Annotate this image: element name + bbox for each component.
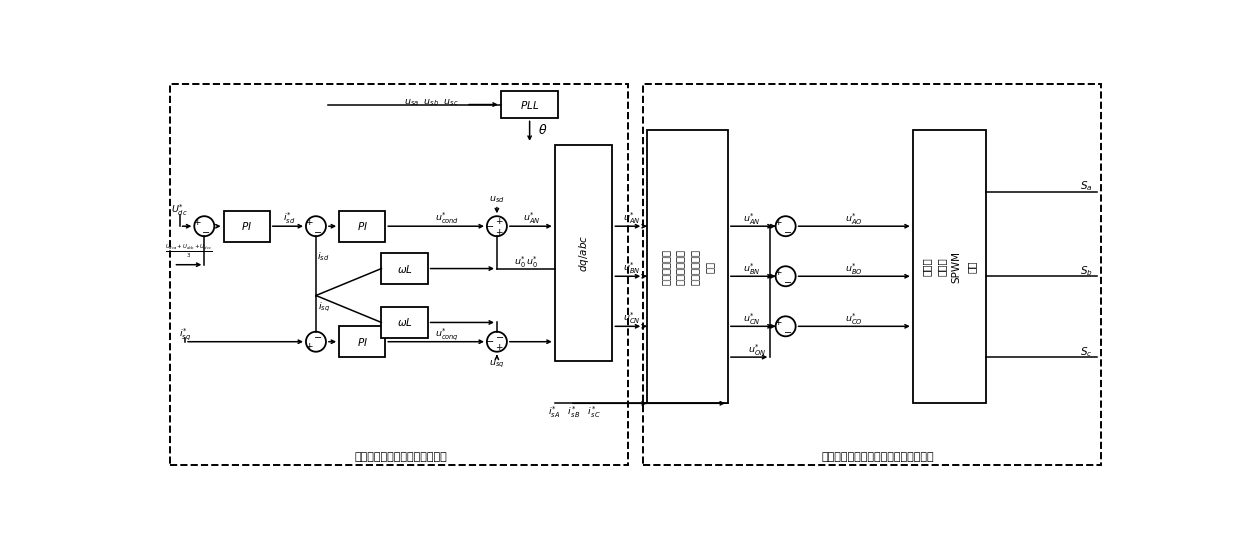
Text: 输入电流过零
畸变区判断与
中点电压给定
计算: 输入电流过零 畸变区判断与 中点电压给定 计算 bbox=[660, 249, 714, 285]
FancyBboxPatch shape bbox=[382, 307, 428, 338]
Text: $u_{0}^{*}$: $u_{0}^{*}$ bbox=[515, 255, 526, 270]
Text: $u_{AN}^{*}$: $u_{AN}^{*}$ bbox=[523, 211, 541, 226]
Text: $U_{dc}^{*}$: $U_{dc}^{*}$ bbox=[171, 203, 188, 218]
Text: $S_b$: $S_b$ bbox=[1080, 264, 1092, 278]
Text: $-$: $-$ bbox=[782, 327, 792, 336]
Text: $\frac{U_{dca}+U_{dcb}+U_{dcc}}{3}$: $\frac{U_{dca}+U_{dcb}+U_{dcc}}{3}$ bbox=[165, 243, 212, 260]
Text: $u_{conq}^{*}$: $u_{conq}^{*}$ bbox=[435, 326, 459, 342]
Text: $-$: $-$ bbox=[782, 277, 792, 286]
FancyBboxPatch shape bbox=[647, 130, 728, 403]
Text: $+$: $+$ bbox=[305, 218, 314, 227]
Text: $S_c$: $S_c$ bbox=[1080, 345, 1092, 358]
Text: $u_{ON}^{*}$: $u_{ON}^{*}$ bbox=[748, 343, 766, 358]
Text: $u_{AO}^{*}$: $u_{AO}^{*}$ bbox=[846, 212, 863, 227]
Text: $u_{CN}^{*}$: $u_{CN}^{*}$ bbox=[622, 311, 640, 326]
Text: $i_{sq}$: $i_{sq}$ bbox=[317, 300, 330, 313]
Text: 占空比
计算与
SPWM
调制: 占空比 计算与 SPWM 调制 bbox=[923, 251, 976, 283]
Text: $i_{sq}^{*}$: $i_{sq}^{*}$ bbox=[179, 326, 191, 342]
Text: $\omega L$: $\omega L$ bbox=[397, 263, 413, 275]
Text: $-$: $-$ bbox=[782, 227, 792, 236]
Text: $u_{BO}^{*}$: $u_{BO}^{*}$ bbox=[846, 262, 863, 277]
Text: $-$: $-$ bbox=[312, 227, 322, 236]
FancyBboxPatch shape bbox=[554, 145, 613, 361]
Text: $PLL$: $PLL$ bbox=[520, 99, 539, 111]
Text: $u_{BN}^{*}$: $u_{BN}^{*}$ bbox=[743, 262, 760, 277]
Text: $u_{BN}^{*}$: $u_{BN}^{*}$ bbox=[622, 261, 640, 276]
Circle shape bbox=[776, 266, 796, 286]
Text: $S_a$: $S_a$ bbox=[1080, 180, 1092, 193]
Text: $-$: $-$ bbox=[312, 332, 322, 341]
Text: $-$: $-$ bbox=[495, 332, 503, 341]
Text: $\omega L$: $\omega L$ bbox=[397, 317, 413, 329]
Circle shape bbox=[776, 216, 796, 236]
FancyBboxPatch shape bbox=[339, 326, 386, 357]
Text: $+$: $+$ bbox=[775, 268, 782, 277]
Text: $-$: $-$ bbox=[201, 227, 211, 236]
Text: $u_{sa}$  $u_{sb}$  $u_{sc}$: $u_{sa}$ $u_{sb}$ $u_{sc}$ bbox=[404, 98, 459, 108]
Text: $+$: $+$ bbox=[775, 318, 782, 327]
Text: 整流桥输入端电压计算与控制信号生成: 整流桥输入端电压计算与控制信号生成 bbox=[822, 452, 935, 462]
Text: $u_{0}^{*}$: $u_{0}^{*}$ bbox=[526, 255, 537, 270]
Text: $u_{sd}$: $u_{sd}$ bbox=[489, 194, 505, 205]
Circle shape bbox=[487, 332, 507, 352]
Text: $\theta$: $\theta$ bbox=[538, 123, 548, 137]
Text: $+$: $+$ bbox=[305, 341, 314, 350]
Text: $i_{sd}^{*}$: $i_{sd}^{*}$ bbox=[283, 211, 295, 226]
Text: $u_{AN}^{*}$: $u_{AN}^{*}$ bbox=[743, 212, 760, 227]
Text: $u_{CO}^{*}$: $u_{CO}^{*}$ bbox=[846, 312, 863, 327]
Text: $-$: $-$ bbox=[485, 336, 494, 345]
Circle shape bbox=[487, 216, 507, 236]
Text: $u_{CN}^{*}$: $u_{CN}^{*}$ bbox=[743, 312, 760, 327]
Circle shape bbox=[306, 216, 326, 236]
FancyBboxPatch shape bbox=[382, 253, 428, 284]
Text: 直流侧电压和输入电流解耦控制: 直流侧电压和输入电流解耦控制 bbox=[355, 452, 448, 462]
Text: $+$: $+$ bbox=[193, 218, 202, 227]
Text: $dq/abc$: $dq/abc$ bbox=[577, 234, 590, 272]
Text: $PI$: $PI$ bbox=[357, 220, 368, 232]
Text: $+$: $+$ bbox=[495, 342, 503, 352]
Text: $+$: $+$ bbox=[775, 218, 782, 227]
Circle shape bbox=[306, 332, 326, 352]
Circle shape bbox=[195, 216, 215, 236]
Text: $u_{sq}$: $u_{sq}$ bbox=[490, 359, 505, 370]
Circle shape bbox=[776, 316, 796, 336]
Text: $PI$: $PI$ bbox=[241, 220, 252, 232]
FancyBboxPatch shape bbox=[501, 91, 558, 119]
FancyBboxPatch shape bbox=[913, 130, 986, 403]
Text: $-$: $-$ bbox=[485, 221, 494, 230]
FancyBboxPatch shape bbox=[339, 211, 386, 242]
Text: $+$: $+$ bbox=[495, 216, 503, 226]
Text: $u_{cond}^{*}$: $u_{cond}^{*}$ bbox=[435, 211, 459, 226]
Text: $PI$: $PI$ bbox=[357, 336, 368, 348]
Text: $+$: $+$ bbox=[495, 227, 503, 237]
Text: $i_{sd}$: $i_{sd}$ bbox=[317, 251, 330, 263]
Text: $u_{AN}^{*}$: $u_{AN}^{*}$ bbox=[622, 211, 640, 226]
Text: $i_{sA}^{*}$   $i_{sB}^{*}$   $i_{sC}^{*}$: $i_{sA}^{*}$ $i_{sB}^{*}$ $i_{sC}^{*}$ bbox=[548, 405, 600, 420]
FancyBboxPatch shape bbox=[223, 211, 270, 242]
